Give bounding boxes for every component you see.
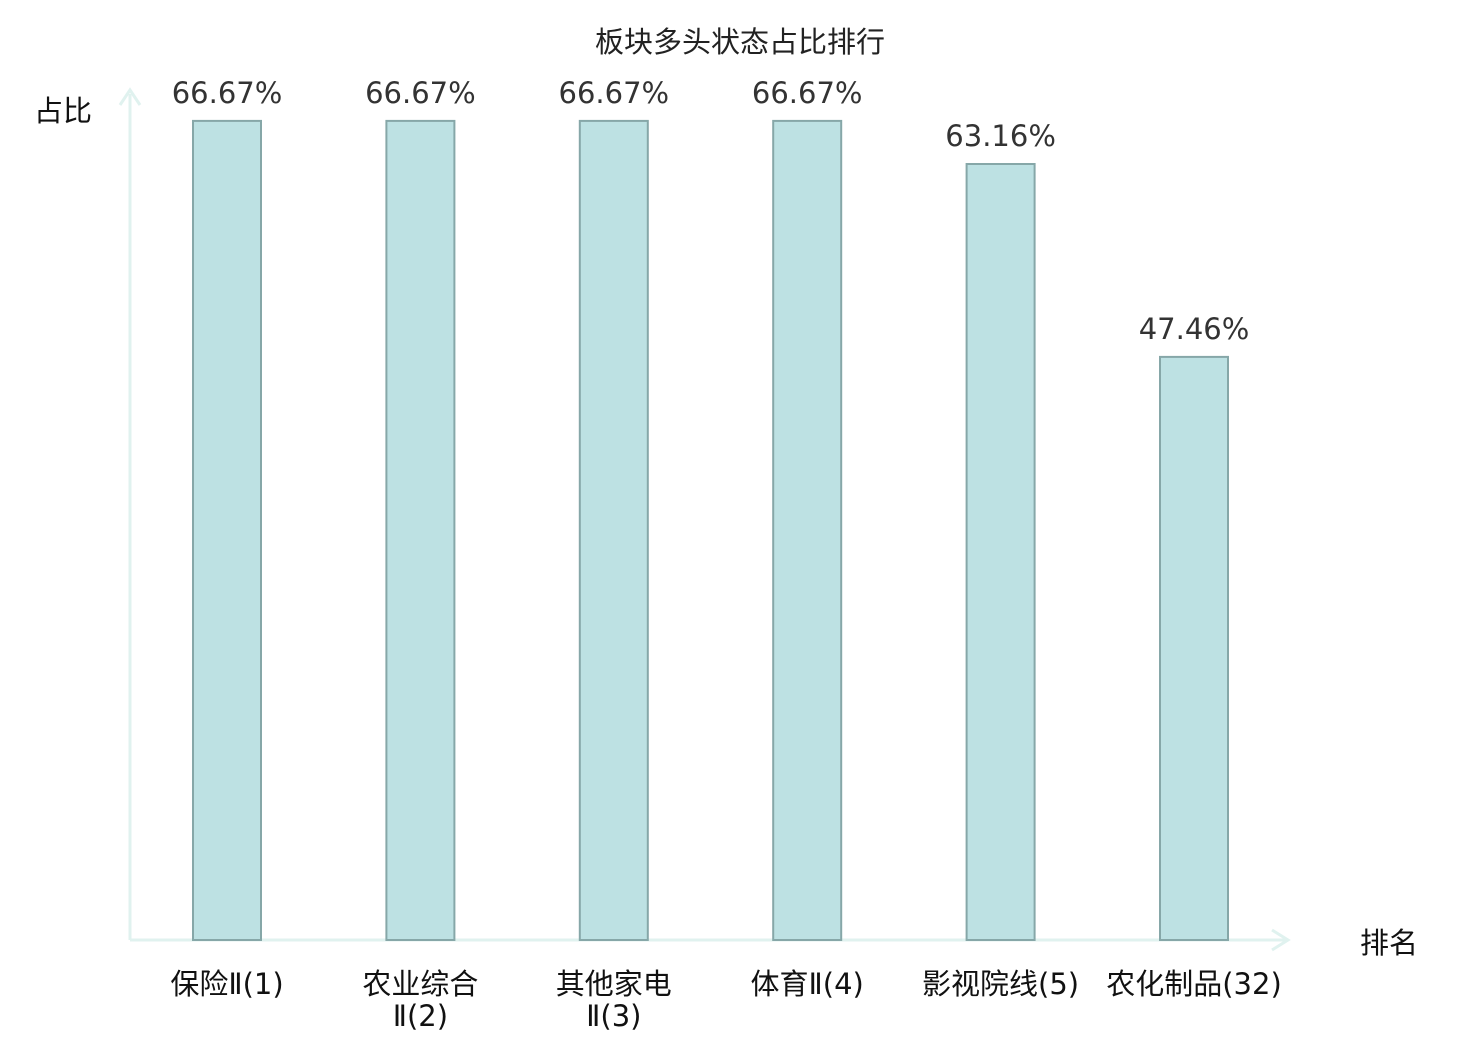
bar-4 (772, 119, 843, 941)
category-label-2: 农业综合 Ⅱ(2) (362, 967, 478, 1033)
bar-2 (385, 119, 456, 941)
value-label-6: 47.46% (1139, 312, 1250, 346)
category-label-4: 体育Ⅱ(4) (751, 967, 864, 1001)
category-label-1: 保险Ⅱ(1) (170, 967, 283, 1001)
bar-3 (578, 119, 649, 941)
bar-1 (192, 119, 262, 941)
value-label-4: 66.67% (752, 76, 863, 110)
x-axis-label: 排名 (1360, 926, 1418, 960)
category-label-6: 农化制品(32) (1106, 967, 1282, 1001)
value-label-5: 63.16% (945, 119, 1056, 153)
value-label-1: 66.67% (172, 76, 283, 110)
category-label-5: 影视院线(5) (922, 967, 1079, 1001)
chart-title: 板块多头状态占比排行 (595, 25, 885, 59)
y-axis-label: 占比 (34, 94, 92, 128)
bar-6 (1159, 355, 1229, 941)
value-label-2: 66.67% (365, 76, 476, 110)
value-label-3: 66.67% (559, 76, 670, 110)
bar-5 (965, 163, 1036, 941)
category-labels: 保险Ⅱ(1) 农业综合 Ⅱ(2) 其他家电 Ⅱ(3) 体育Ⅱ(4) 影视院线(5) 农化制品(… (170, 967, 1281, 1033)
y-axis-arrow (118, 87, 142, 106)
category-label-3: 其他家电 Ⅱ(3) (556, 967, 672, 1033)
value-labels: 66.67% 66.67% 66.67% 66.67% 63.16% 47.46% (172, 76, 1250, 346)
x-axis-arrow (1271, 928, 1291, 952)
axes (118, 87, 1291, 952)
bars (192, 119, 1229, 941)
